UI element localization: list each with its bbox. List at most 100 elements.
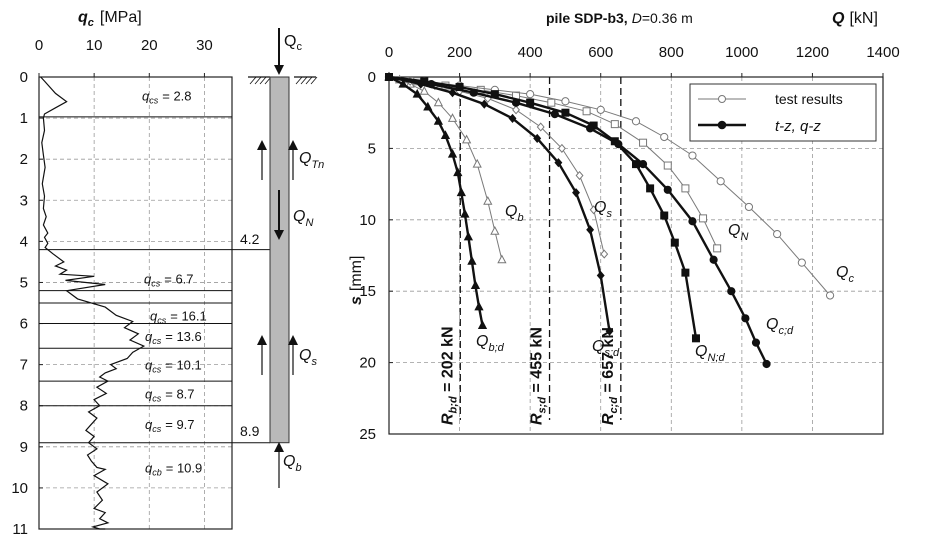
- series-point-5: [572, 188, 580, 198]
- cpt-y-tick-label: 8: [20, 398, 28, 415]
- series-point-1: [512, 105, 520, 115]
- series-point-4: [453, 167, 463, 177]
- ground-hatch-stroke: [295, 76, 303, 85]
- curve-label-qsd: Qs;d: [592, 338, 620, 359]
- series-point-2: [713, 244, 722, 253]
- q-tick-label: 0: [385, 44, 393, 61]
- series-point-5: [508, 113, 517, 123]
- series-point-0: [483, 195, 493, 205]
- legend-model-marker: [717, 120, 727, 130]
- cpt-y-tick-label: 3: [20, 192, 28, 209]
- series-point-4: [477, 320, 488, 329]
- resistance-label-rsd: Rs;d = 455 kN: [529, 327, 549, 425]
- cpt-x-axis-title: qc [MPa]: [78, 9, 142, 29]
- series-point-3: [716, 177, 725, 186]
- series-point-7: [586, 124, 595, 133]
- layer-qcs-label: qcs = 8.7: [145, 386, 195, 403]
- series-point-2: [582, 107, 591, 116]
- pile-body: [269, 76, 290, 444]
- series-3: [384, 72, 835, 300]
- series-point-7: [638, 160, 648, 169]
- pile-force-arrows: [257, 28, 298, 488]
- s-tick-label: 5: [368, 140, 376, 157]
- cpt-y-tick-label: 6: [20, 316, 28, 333]
- load-settlement-panel: pile SDP-b3, D=0.36 m Q [kN] s[mm] 0 200 400…: [348, 10, 900, 443]
- ground-hatch-stroke: [254, 76, 262, 85]
- resistance-label-rcd: Rc;d = 657 kN: [600, 327, 620, 425]
- series-point-3: [825, 291, 835, 300]
- series-point-6: [561, 108, 570, 117]
- series-point-4: [460, 208, 470, 218]
- layer-qcs-label: qcs = 13.6: [145, 329, 202, 346]
- legend: test results t-z, q-z: [689, 83, 877, 142]
- series-line-5: [388, 75, 611, 332]
- series-point-3: [744, 202, 754, 212]
- s-tick-label: 20: [359, 355, 376, 372]
- legend-box: [689, 83, 877, 142]
- series-point-5: [586, 225, 595, 235]
- series-point-4: [456, 187, 466, 197]
- layer-qcs-label: qcb = 10.9: [145, 460, 202, 477]
- series-point-4: [447, 148, 458, 158]
- series-point-7: [469, 88, 478, 97]
- series-point-0: [497, 254, 507, 264]
- qtn-force-label: QTn: [299, 150, 324, 171]
- series-point-5: [533, 133, 542, 143]
- series-point-3: [773, 229, 782, 239]
- cpt-x-tick-label: 20: [141, 37, 158, 54]
- series-point-4: [412, 88, 422, 98]
- series-point-5: [480, 99, 489, 109]
- cpt-y-tick-label: 0: [20, 69, 28, 86]
- series-line-4: [388, 75, 484, 326]
- cpt-x-ticks: 0 10 20 30: [35, 37, 213, 77]
- layer-qcs-label: qcs = 2.8: [142, 88, 192, 105]
- series-point-6: [660, 211, 669, 220]
- series-point-7: [427, 80, 436, 89]
- series-point-7: [614, 140, 623, 149]
- series-point-3: [797, 258, 806, 267]
- curve-label-qbd: Qb;d: [476, 333, 505, 354]
- curve-label-qs: Qs: [594, 199, 612, 220]
- layer-boundaries: [39, 116, 270, 444]
- q-axis-ticks: 0 200 400 600 800 1000 1200 1400: [385, 44, 900, 77]
- series-5: [385, 72, 614, 336]
- qn-force-label: QN: [293, 208, 313, 229]
- q-tick-label: 800: [659, 44, 684, 61]
- series-point-6: [646, 184, 655, 193]
- q-tick-label: 200: [447, 44, 472, 61]
- series-point-2: [547, 98, 556, 107]
- resistance-reference-lines: [459, 77, 622, 420]
- s-axis-title: s[mm]: [348, 256, 365, 305]
- series-point-7: [688, 217, 697, 226]
- ground-hatch-stroke: [310, 76, 318, 85]
- cpt-x-tick-label: 0: [35, 37, 43, 54]
- q-tick-label: 1000: [725, 44, 758, 61]
- series-point-7: [384, 72, 394, 82]
- qc-profile-line: [40, 76, 146, 530]
- series-point-4: [423, 101, 433, 111]
- pile-schematic: [248, 76, 318, 444]
- layer-qcs-label: qcs = 16.1: [150, 308, 207, 325]
- series-point-1: [557, 143, 566, 153]
- series-7: [384, 72, 771, 369]
- load-settlement-grid: [389, 77, 883, 434]
- series-point-3: [660, 132, 669, 142]
- s-tick-label: 15: [359, 283, 376, 300]
- cpt-x-tick-label: 10: [86, 37, 103, 54]
- series-point-5: [448, 88, 457, 98]
- series-point-4: [474, 301, 484, 311]
- cpt-y-ticks: 0 1 2 3 4 5 6 7 8 9 10 11: [11, 69, 43, 534]
- series-point-0: [472, 158, 482, 168]
- qb-force-label: Qb: [283, 453, 302, 474]
- series-point-7: [762, 359, 771, 369]
- q-tick-label: 600: [588, 44, 613, 61]
- toe-depth-label: 8.9: [240, 423, 260, 439]
- s-tick-label: 0: [368, 69, 376, 86]
- series-point-4: [398, 78, 408, 88]
- load-settlement-series: [384, 71, 835, 369]
- series-point-4: [467, 255, 477, 265]
- series-point-7: [751, 338, 761, 347]
- cpt-y-tick-label: 10: [11, 480, 28, 497]
